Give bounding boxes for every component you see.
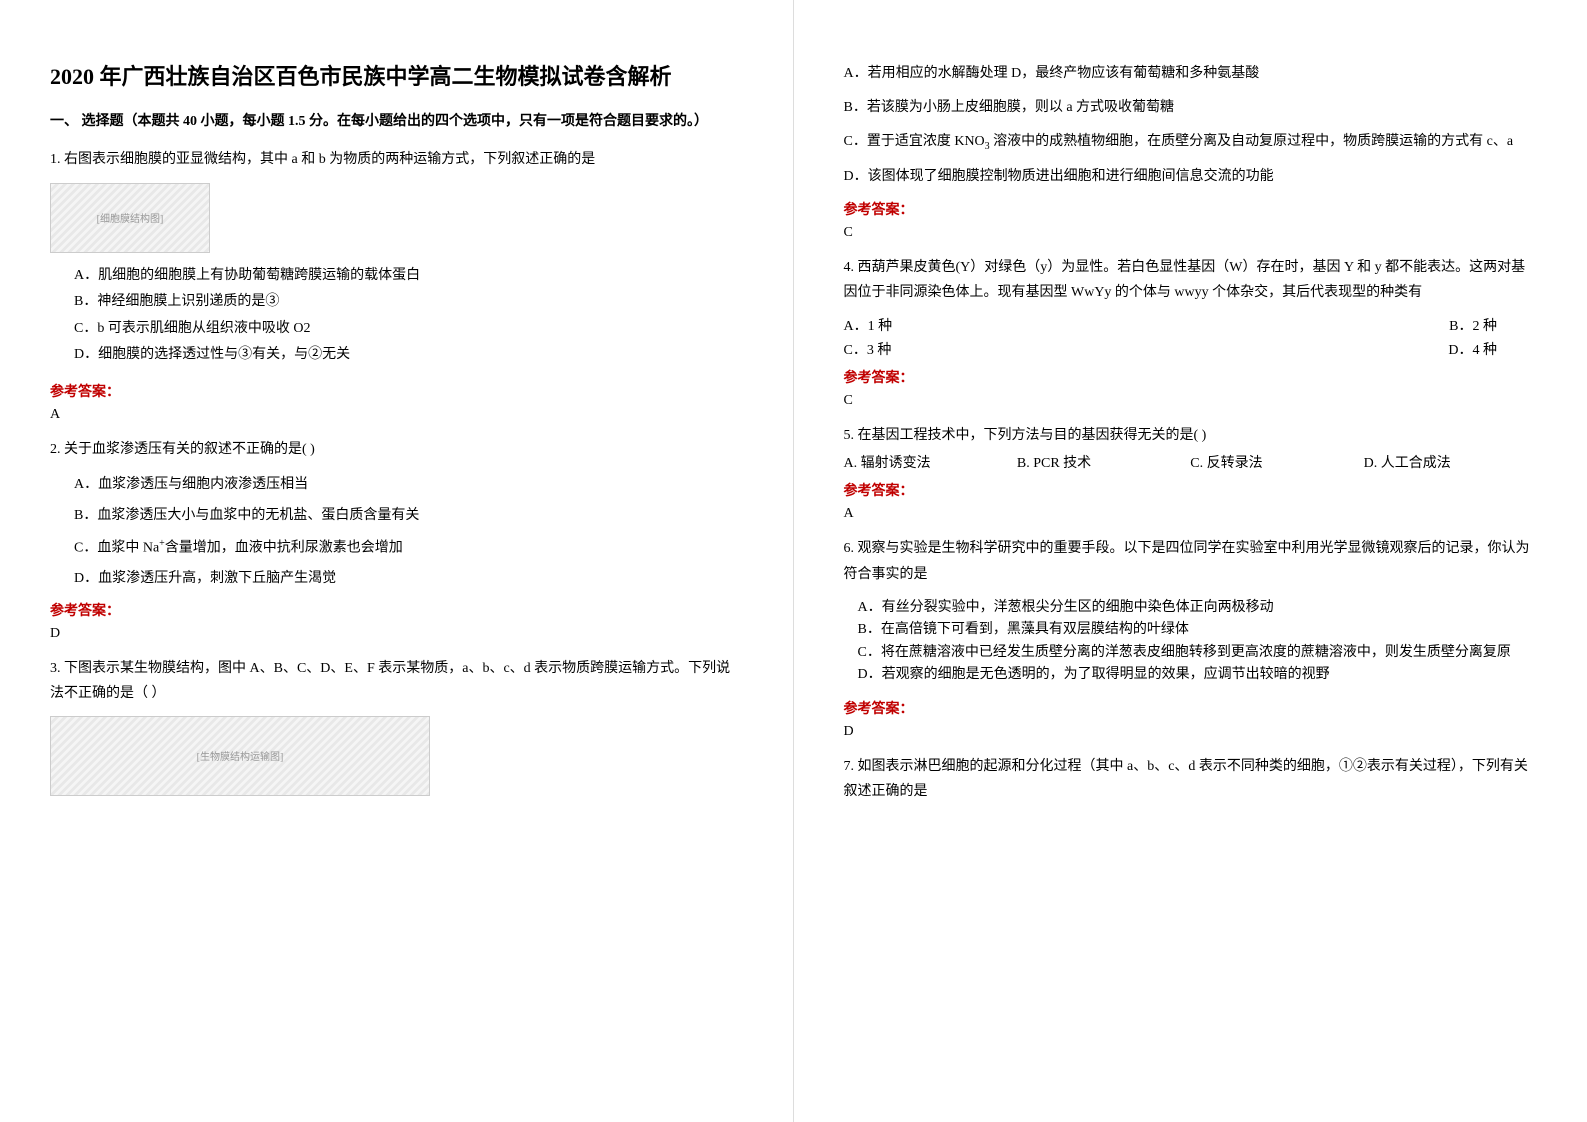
q4-option-c: C．3 种 — [844, 339, 1171, 359]
q3-option-b: B．若该膜为小肠上皮细胞膜，则以 a 方式吸收葡萄糖 — [844, 94, 1538, 122]
q4-option-d: D．4 种 — [1170, 339, 1537, 359]
q5-answer-label: 参考答案： — [844, 480, 1538, 500]
q6-answer-label: 参考答案： — [844, 698, 1538, 718]
q5-options: A. 辐射诱变法 B. PCR 技术 C. 反转录法 D. 人工合成法 — [844, 452, 1538, 472]
page-container: 2020 年广西壮族自治区百色市民族中学高二生物模拟试卷含解析 一、 选择题（本… — [0, 0, 1587, 1122]
q2-stem: 2. 关于血浆渗透压有关的叙述不正确的是( ) — [50, 437, 743, 462]
q2-option-b: B．血浆渗透压大小与血浆中的无机盐、蛋白质含量有关 — [74, 503, 743, 528]
q3-answer: C — [844, 225, 1538, 241]
q4-option-b: B．2 种 — [1170, 315, 1537, 335]
q2-c-pre: C．血浆中 Na — [74, 540, 159, 555]
q2-option-a: A．血浆渗透压与细胞内液渗透压相当 — [74, 472, 743, 497]
q1-answer-label: 参考答案： — [50, 381, 743, 401]
q1-option-d: D．细胞膜的选择透过性与③有关，与②无关 — [74, 342, 743, 369]
question-2: 2. 关于血浆渗透压有关的叙述不正确的是( ) A．血浆渗透压与细胞内液渗透压相… — [50, 437, 743, 642]
q3-option-a: A．若用相应的水解酶处理 D，最终产物应该有葡萄糖和多种氨基酸 — [844, 60, 1538, 88]
question-4: 4. 西葫芦果皮黄色(Y）对绿色（y）为显性。若白色显性基因（W）存在时，基因 … — [844, 255, 1538, 409]
q4-answer-label: 参考答案： — [844, 367, 1538, 387]
question-7: 7. 如图表示淋巴细胞的起源和分化过程（其中 a、b、c、d 表示不同种类的细胞… — [844, 754, 1538, 804]
q4-options-row2: C．3 种 D．4 种 — [844, 339, 1538, 359]
q1-option-a: A．肌细胞的细胞膜上有协助葡萄糖跨膜运输的载体蛋白 — [74, 263, 743, 290]
q4-options-row1: A．1 种 B．2 种 — [844, 315, 1538, 335]
q5-option-c: C. 反转录法 — [1190, 452, 1363, 472]
section-1-header: 一、 选择题（本题共 40 小题，每小题 1.5 分。在每小题给出的四个选项中，… — [50, 111, 743, 133]
left-column: 2020 年广西壮族自治区百色市民族中学高二生物模拟试卷含解析 一、 选择题（本… — [0, 0, 794, 1122]
q3-c-post: 溶液中的成熟植物细胞，在质壁分离及自动复原过程中，物质跨膜运输的方式有 c、a — [990, 134, 1513, 149]
question-6: 6. 观察与实验是生物科学研究中的重要手段。以下是四位同学在实验室中利用光学显微… — [844, 536, 1538, 740]
q3-option-c: C．置于适宜浓度 KNO3 溶液中的成熟植物细胞，在质壁分离及自动复原过程中，物… — [844, 128, 1538, 157]
right-column: A．若用相应的水解酶处理 D，最终产物应该有葡萄糖和多种氨基酸 B．若该膜为小肠… — [794, 0, 1587, 1122]
q4-stem: 4. 西葫芦果皮黄色(Y）对绿色（y）为显性。若白色显性基因（W）存在时，基因 … — [844, 255, 1538, 305]
question-5: 5. 在基因工程技术中，下列方法与目的基因获得无关的是( ) A. 辐射诱变法 … — [844, 423, 1538, 522]
q1-option-b: B．神经细胞膜上识别递质的是③ — [74, 289, 743, 316]
q3-stem: 3. 下图表示某生物膜结构，图中 A、B、C、D、E、F 表示某物质，a、b、c… — [50, 656, 743, 706]
q1-answer: A — [50, 407, 743, 423]
q4-option-a: A．1 种 — [844, 315, 1171, 335]
q7-stem: 7. 如图表示淋巴细胞的起源和分化过程（其中 a、b、c、d 表示不同种类的细胞… — [844, 754, 1538, 804]
q2-answer-label: 参考答案： — [50, 600, 743, 620]
q3-option-d: D．该图体现了细胞膜控制物质进出细胞和进行细胞间信息交流的功能 — [844, 163, 1538, 191]
q5-stem: 5. 在基因工程技术中，下列方法与目的基因获得无关的是( ) — [844, 423, 1538, 448]
q4-answer: C — [844, 393, 1538, 409]
q1-figure: [细胞膜结构图] — [50, 183, 210, 253]
q6-option-a: A．有丝分裂实验中，洋葱根尖分生区的细胞中染色体正向两极移动 — [858, 597, 1538, 619]
q1-option-c: C．b 可表示肌细胞从组织液中吸收 O2 — [74, 316, 743, 343]
exam-title: 2020 年广西壮族自治区百色市民族中学高二生物模拟试卷含解析 — [50, 60, 743, 93]
q2-option-d: D．血浆渗透压升高，刺激下丘脑产生渴觉 — [74, 566, 743, 591]
q5-option-b: B. PCR 技术 — [1017, 452, 1190, 472]
question-3-part2: A．若用相应的水解酶处理 D，最终产物应该有葡萄糖和多种氨基酸 B．若该膜为小肠… — [844, 60, 1538, 241]
q3-answer-label: 参考答案： — [844, 199, 1538, 219]
question-3-part1: 3. 下图表示某生物膜结构，图中 A、B、C、D、E、F 表示某物质，a、b、c… — [50, 656, 743, 796]
q5-option-a: A. 辐射诱变法 — [844, 452, 1017, 472]
q2-answer: D — [50, 626, 743, 642]
q2-option-c: C．血浆中 Na+含量增加，血液中抗利尿激素也会增加 — [74, 535, 743, 561]
question-1: 1. 右图表示细胞膜的亚显微结构，其中 a 和 b 为物质的两种运输方式，下列叙… — [50, 147, 743, 423]
q1-stem: 1. 右图表示细胞膜的亚显微结构，其中 a 和 b 为物质的两种运输方式，下列叙… — [50, 147, 743, 172]
q6-options: A．有丝分裂实验中，洋葱根尖分生区的细胞中染色体正向两极移动 B．在高倍镜下可看… — [858, 597, 1538, 687]
q6-option-d: D．若观察的细胞是无色透明的，为了取得明显的效果，应调节出较暗的视野 — [858, 664, 1538, 686]
q2-c-post: 含量增加，血液中抗利尿激素也会增加 — [165, 540, 403, 555]
q6-answer: D — [844, 724, 1538, 740]
q5-answer: A — [844, 506, 1538, 522]
q3-figure: [生物膜结构运输图] — [50, 716, 430, 796]
q3-c-pre: C．置于适宜浓度 KNO — [844, 134, 985, 149]
q1-options: A．肌细胞的细胞膜上有协助葡萄糖跨膜运输的载体蛋白 B．神经细胞膜上识别递质的是… — [74, 263, 743, 369]
q6-option-c: C．将在蔗糖溶液中已经发生质壁分离的洋葱表皮细胞转移到更高浓度的蔗糖溶液中，则发… — [858, 642, 1538, 664]
q6-option-b: B．在高倍镜下可看到，黑藻具有双层膜结构的叶绿体 — [858, 619, 1538, 641]
q5-option-d: D. 人工合成法 — [1364, 452, 1537, 472]
q6-stem: 6. 观察与实验是生物科学研究中的重要手段。以下是四位同学在实验室中利用光学显微… — [844, 536, 1538, 586]
